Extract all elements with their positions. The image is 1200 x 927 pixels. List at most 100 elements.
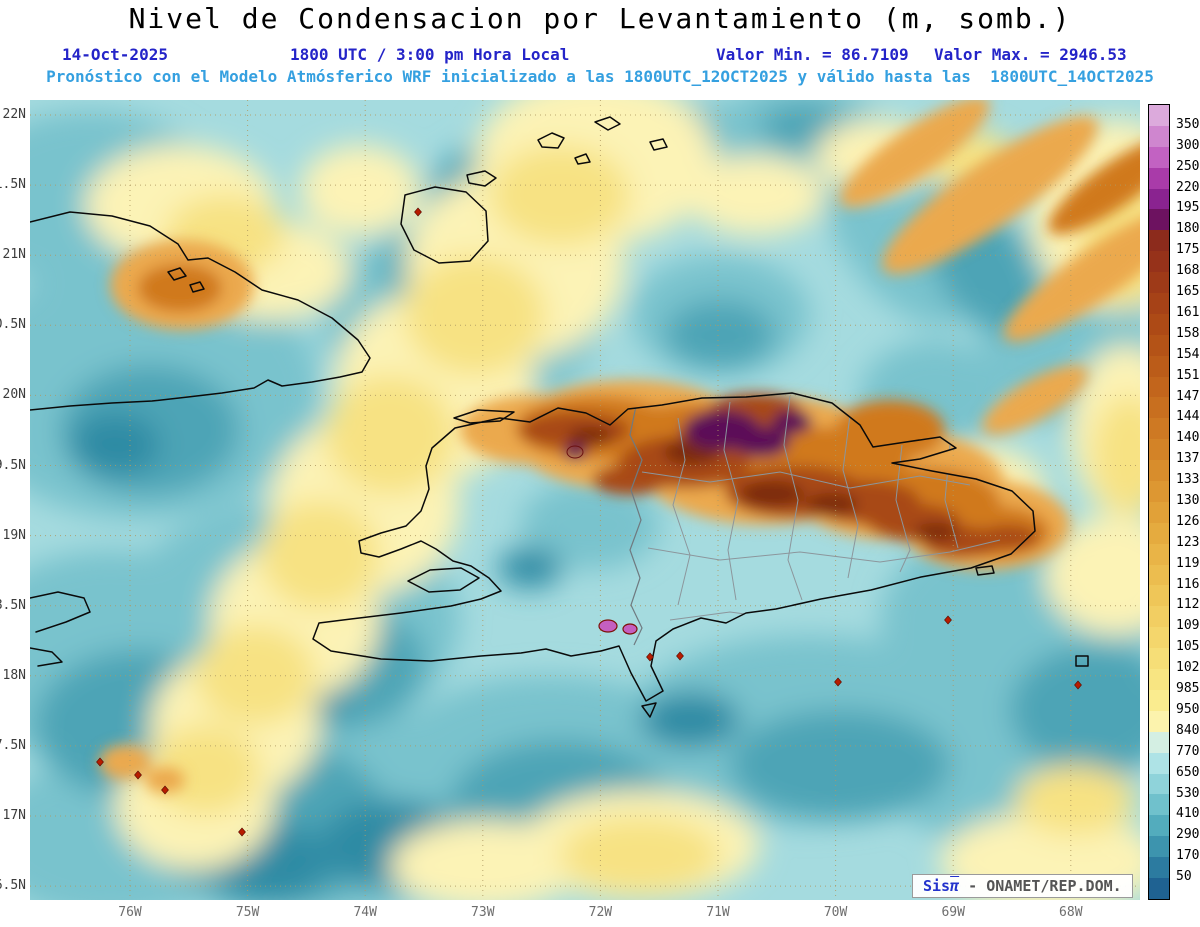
colorbar-segment — [1149, 794, 1169, 816]
coast-cuba — [30, 211, 371, 411]
x-tick-70W: 70W — [823, 905, 848, 920]
y-tick-20N: 20N — [2, 387, 26, 403]
coast-cays-1 — [167, 267, 187, 281]
lat-lon-grid — [30, 100, 1140, 900]
local-extreme-spots — [566, 445, 638, 635]
colorbar-level-3000: 3000 — [1176, 137, 1200, 153]
forecast-description: Pronóstico con el Modelo Atmósferico WRF… — [46, 67, 1154, 86]
colorbar-level-1265: 1265 — [1176, 513, 1200, 529]
x-tick-75W: 75W — [235, 905, 260, 920]
colorbar-segment — [1149, 669, 1169, 690]
province-borders — [629, 395, 1001, 646]
x-tick-68W: 68W — [1059, 905, 1083, 920]
colorbar-level-1020: 1020 — [1176, 660, 1200, 676]
colorbar-segment — [1149, 481, 1169, 502]
colorbar-level-1230: 1230 — [1176, 534, 1200, 550]
value-max-label: Valor Max. = 2946.53 — [934, 45, 1127, 64]
colorbar-level-1615: 1615 — [1176, 304, 1200, 320]
colorbar-segment — [1149, 627, 1169, 649]
colorbar-segment — [1149, 648, 1169, 670]
station-markers — [96, 207, 1082, 837]
colorbar-segment — [1149, 857, 1169, 878]
y-tick-18N: 18N — [2, 667, 26, 683]
colorbar-level-50: 50 — [1176, 869, 1192, 885]
colorbar-level-1510: 1510 — [1176, 367, 1200, 383]
watermark-sis-label: Sis — [923, 877, 951, 895]
colorbar-segment — [1149, 397, 1169, 419]
colorbar-segment — [1149, 836, 1169, 858]
colorbar-scale-labels: 3500 3000 2500 2200 1950 1800 1750 1685 1650 1615… — [1176, 104, 1200, 900]
colorbar-level-170: 170 — [1176, 848, 1200, 864]
coast-saona — [975, 565, 995, 576]
coast-tortue — [453, 409, 515, 424]
colorbar-level-1405: 1405 — [1176, 430, 1200, 446]
colorbar-segment — [1149, 376, 1169, 398]
watermark-badge: Sisπ - ONAMET/REP.DOM. — [912, 874, 1133, 898]
value-min-label: Valor Min. = 86.7109 — [716, 45, 909, 64]
colorbar-segment — [1149, 418, 1169, 440]
colorbar-level-950: 950 — [1176, 701, 1200, 717]
y-tick-7.5N: 7.5N — [0, 737, 26, 753]
colorbar-level-840: 840 — [1176, 722, 1200, 738]
colorbar-segment — [1149, 543, 1169, 565]
colorbar — [1148, 104, 1170, 900]
colorbar-segment — [1149, 125, 1169, 147]
coast-little-inagua — [466, 170, 497, 187]
y-tick-17N: 17N — [2, 808, 26, 823]
colorbar-level-1090: 1090 — [1176, 618, 1200, 634]
colorbar-level-2500: 2500 — [1176, 158, 1200, 174]
colorbar-segment — [1149, 105, 1169, 126]
lcl-field-map — [30, 100, 1140, 900]
colorbar-level-1125: 1125 — [1176, 597, 1200, 613]
colorbar-level-1545: 1545 — [1176, 346, 1200, 362]
colorbar-segment — [1149, 815, 1169, 837]
colorbar-level-985: 985 — [1176, 681, 1200, 697]
colorbar-segment — [1149, 773, 1169, 795]
colorbar-segment — [1149, 334, 1169, 356]
colorbar-level-1370: 1370 — [1176, 451, 1200, 467]
colorbar-level-290: 290 — [1176, 827, 1200, 843]
colorbar-level-1800: 1800 — [1176, 221, 1200, 237]
colorbar-level-1750: 1750 — [1176, 242, 1200, 258]
colorbar-segment — [1149, 313, 1169, 335]
colorbar-segment — [1149, 251, 1169, 273]
coast-hispaniola — [312, 392, 1036, 702]
y-tick-6.5N: 6.5N — [0, 878, 26, 894]
coast-turks — [649, 138, 668, 151]
colorbar-level-530: 530 — [1176, 785, 1200, 801]
colorbar-segment — [1149, 188, 1169, 210]
colorbar-segment — [1149, 877, 1169, 899]
valid-time: 1800 UTC / 3:00 pm Hora Local — [290, 45, 570, 64]
coastlines — [30, 116, 1089, 718]
watermark-org-label: - ONAMET/REP.DOM. — [959, 877, 1122, 895]
coast-jamaica-2 — [30, 647, 63, 667]
x-axis-longitude: 76W 75W 74W 73W 72W 71W 70W 69W 68W — [30, 903, 1140, 925]
coast-caicos-2 — [594, 116, 621, 131]
colorbar-level-1160: 1160 — [1176, 576, 1200, 592]
y-tick-1.5N: 1.5N — [0, 177, 26, 193]
x-tick-74W: 74W — [353, 905, 377, 920]
colorbar-segment — [1149, 167, 1169, 189]
y-tick-19N: 19N — [2, 527, 26, 543]
colorbar-segment — [1149, 564, 1169, 586]
colorbar-level-650: 650 — [1176, 764, 1200, 780]
page-title: Nivel de Condensacion por Levantamiento … — [128, 2, 1072, 35]
coast-caicos-3 — [574, 153, 591, 165]
colorbar-segment — [1149, 522, 1169, 544]
coast-great-inagua — [400, 186, 489, 264]
colorbar-segment — [1149, 710, 1169, 732]
coast-cays-2 — [189, 281, 205, 293]
colorbar-level-1650: 1650 — [1176, 284, 1200, 300]
colorbar-segment — [1149, 272, 1169, 294]
colorbar-level-2200: 2200 — [1176, 179, 1200, 195]
coast-jamaica — [30, 591, 91, 633]
colorbar-level-1950: 1950 — [1176, 200, 1200, 216]
y-axis-latitude: 22N 1.5N 21N 0.5N 20N 9.5N 19N 8.5N 18N 7.5N 17N 6.… — [0, 100, 28, 900]
y-tick-22N: 22N — [2, 107, 26, 122]
x-tick-76W: 76W — [118, 905, 142, 920]
x-tick-72W: 72W — [588, 905, 613, 920]
colorbar-level-410: 410 — [1176, 806, 1200, 822]
colorbar-segment — [1149, 460, 1169, 482]
colorbar-segment — [1149, 752, 1169, 774]
coast-caicos-1 — [537, 132, 565, 149]
